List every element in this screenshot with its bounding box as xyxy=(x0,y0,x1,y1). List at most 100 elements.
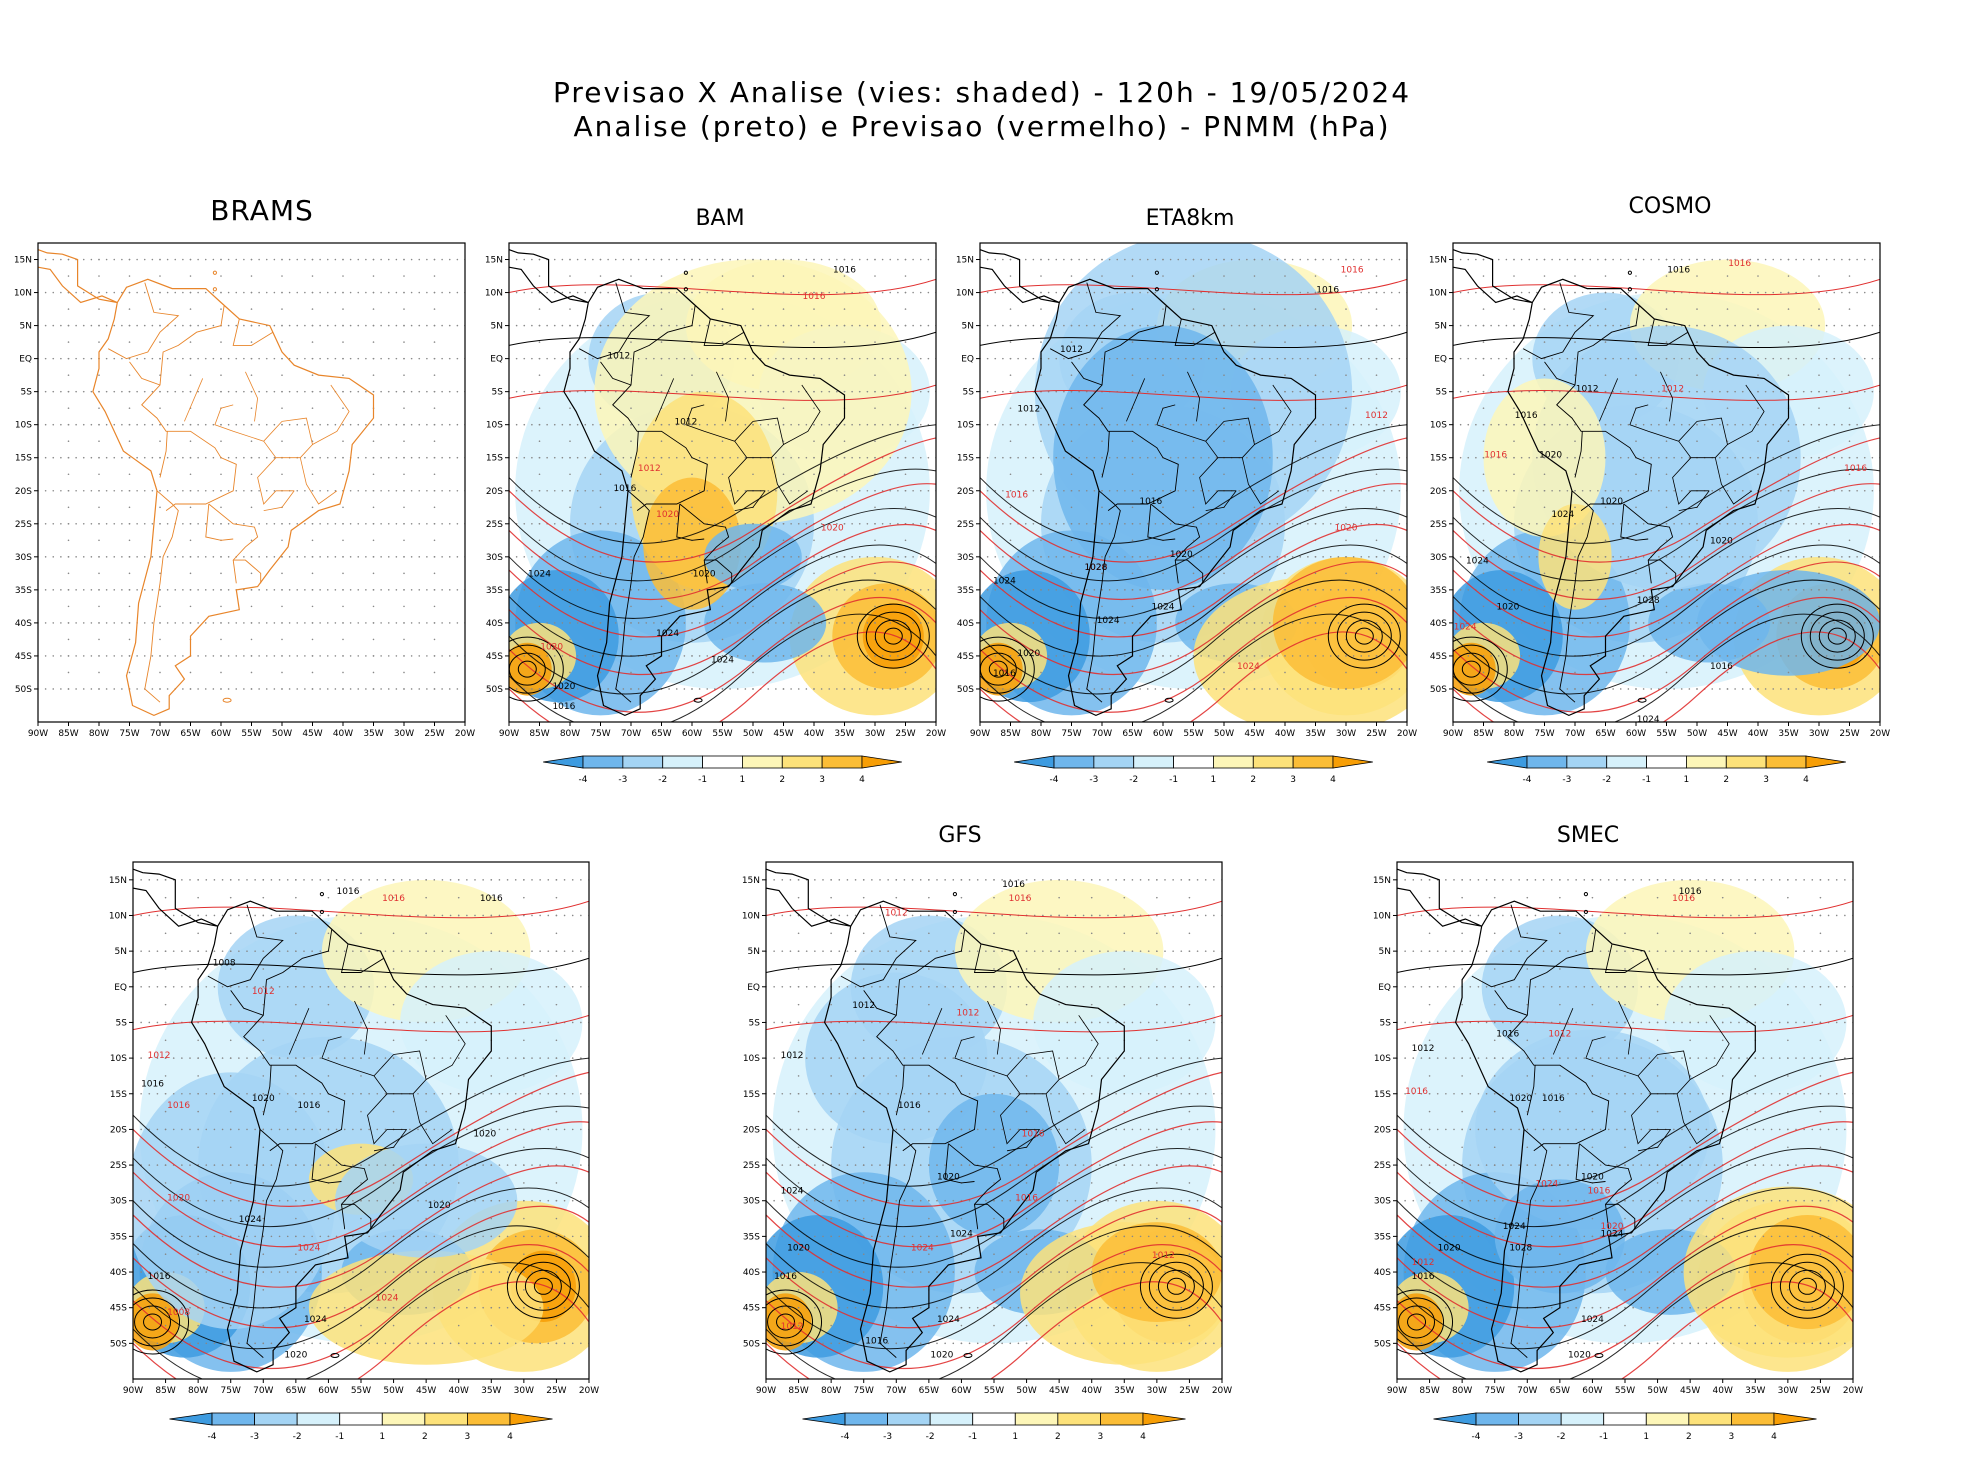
lon-tick-label: 65W xyxy=(286,1386,306,1396)
lon-tick-label: 75W xyxy=(1485,1386,1505,1396)
isobar-label: 1024 xyxy=(711,768,734,778)
lon-tick-label: 85W xyxy=(529,729,549,739)
lat-tick-label: 50S xyxy=(486,685,503,695)
lat-tick-label: 20S xyxy=(1430,487,1447,497)
isobar-label: 1024 xyxy=(1237,662,1260,672)
colorbar-label: 3 xyxy=(1763,775,1769,785)
colorbar-label: 2 xyxy=(1723,775,1729,785)
colorbar-label: -4 xyxy=(208,1432,217,1442)
lat-tick-label: 5N xyxy=(748,947,760,957)
isobar-label: 1024 xyxy=(297,1244,320,1254)
lat-tick-label: EQ xyxy=(1378,983,1391,993)
colorbar-label: 1 xyxy=(1684,775,1690,785)
colorbar-swatch xyxy=(1726,756,1766,768)
isobar-label: 1020 xyxy=(693,794,716,804)
lat-tick-label: EQ xyxy=(1434,355,1447,365)
lon-tick-label: 65W xyxy=(1122,729,1142,739)
lon-tick-label: 75W xyxy=(1534,729,1554,739)
lon-tick-label: 50W xyxy=(1214,729,1234,739)
isobar-label: 1012 xyxy=(1412,1044,1435,1054)
lat-tick-label: 35S xyxy=(1374,1232,1391,1242)
colorbar-swatch xyxy=(1689,1413,1732,1425)
lat-tick-label: 35S xyxy=(15,586,32,596)
colorbar-label: 2 xyxy=(1055,1432,1061,1442)
colorbar-label: -4 xyxy=(579,775,588,785)
isobar-label: 1024 xyxy=(1601,1229,1624,1239)
lat-tick-label: 10N xyxy=(1429,289,1447,299)
lon-tick-label: 60W xyxy=(1153,729,1173,739)
lon-tick-label: 75W xyxy=(1061,729,1081,739)
lat-tick-label: 15S xyxy=(1374,1090,1391,1100)
lon-tick-label: 55W xyxy=(712,729,732,739)
lon-tick-label: 90W xyxy=(970,729,990,739)
colorbar-swatch xyxy=(1476,1413,1519,1425)
isobar-label: 1012 xyxy=(956,1008,979,1018)
colorbar-swatch xyxy=(1607,756,1647,768)
lon-tick-label: 20W xyxy=(579,1386,599,1396)
colorbar-label: 3 xyxy=(1729,1432,1735,1442)
lat-tick-label: 20S xyxy=(110,1125,127,1135)
colorbar-label: -4 xyxy=(1050,775,1059,785)
lon-tick-label: 25W xyxy=(424,729,444,739)
isobar-label: 1016 xyxy=(1316,286,1339,296)
isobar-label: 1012 xyxy=(1060,345,1083,355)
isobar-label: 1024 xyxy=(1637,715,1660,725)
colorbar-swatch xyxy=(1134,756,1174,768)
lon-tick-label: 60W xyxy=(211,729,231,739)
isobar-label: 1016 xyxy=(382,894,405,904)
isobar-label: 1016 xyxy=(1002,880,1025,890)
lon-tick-label: 55W xyxy=(1656,729,1676,739)
lon-tick-label: 30W xyxy=(865,729,885,739)
isobar-label: 1016 xyxy=(1009,894,1032,904)
colorbar-swatch xyxy=(1519,1413,1562,1425)
lat-tick-label: 50S xyxy=(1374,1339,1391,1349)
colorbar-swatch xyxy=(1487,756,1527,768)
isobar-label: 1020 xyxy=(930,1351,953,1361)
colorbar-label: -3 xyxy=(883,1432,892,1442)
lat-tick-label: 15S xyxy=(743,1090,760,1100)
colorbar-label: -4 xyxy=(1472,1432,1481,1442)
lon-tick-label: 85W xyxy=(1419,1386,1439,1396)
isobar-label: 1016 xyxy=(993,669,1016,679)
lat-tick-label: 5N xyxy=(115,947,127,957)
lon-tick-label: 35W xyxy=(481,1386,501,1396)
isobar-label: 1016 xyxy=(1844,464,1867,474)
isobar-label: 1016 xyxy=(1672,894,1695,904)
lon-tick-label: 40W xyxy=(449,1386,469,1396)
isobar-label: 1020 xyxy=(821,523,844,533)
lon-tick-label: 70W xyxy=(621,729,641,739)
lat-tick-label: 20S xyxy=(1374,1125,1391,1135)
isobar-label: 1016 xyxy=(148,1272,171,1282)
colorbar-swatch xyxy=(1561,1413,1604,1425)
isobar-label: 1024 xyxy=(911,1244,934,1254)
lon-tick-label: 60W xyxy=(682,729,702,739)
colorbar-label: 3 xyxy=(1098,1432,1104,1442)
lon-tick-label: 90W xyxy=(1387,1386,1407,1396)
isobar-label: 1012 xyxy=(1412,1258,1435,1268)
lat-tick-label: 45S xyxy=(1374,1304,1391,1314)
lat-tick-label: 40S xyxy=(110,1268,127,1278)
lon-tick-label: 55W xyxy=(1183,729,1203,739)
colorbar-label: 2 xyxy=(422,1432,428,1442)
isobar-label: 1024 xyxy=(1581,1315,1604,1325)
lat-tick-label: 5N xyxy=(1379,947,1391,957)
lat-tick-label: EQ xyxy=(490,355,503,365)
lat-tick-label: 10N xyxy=(14,289,32,299)
isobar-label: 1024 xyxy=(376,1294,399,1304)
colorbar-swatch xyxy=(1014,756,1054,768)
lon-tick-label: 35W xyxy=(1778,729,1798,739)
isobar-label: 1012 xyxy=(852,1001,875,1011)
isobar-label: 1020 xyxy=(1600,497,1623,507)
lon-tick-label: 35W xyxy=(834,729,854,739)
isobar-label: 1020 xyxy=(1568,1351,1591,1361)
lon-tick-label: 80W xyxy=(89,729,109,739)
lon-tick-label: 45W xyxy=(1717,729,1737,739)
lon-tick-label: 65W xyxy=(919,1386,939,1396)
lon-tick-label: 90W xyxy=(123,1386,143,1396)
lat-tick-label: 45S xyxy=(15,652,32,662)
colorbar-swatch xyxy=(1100,1413,1143,1425)
lon-tick-label: 20W xyxy=(1843,1386,1863,1396)
isobar-label: 1020 xyxy=(284,1351,307,1361)
lat-tick-label: 20S xyxy=(15,487,32,497)
